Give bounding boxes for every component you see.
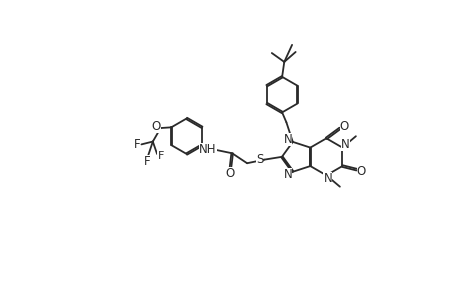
Text: O: O <box>339 121 348 134</box>
Text: F: F <box>134 138 140 151</box>
Text: O: O <box>151 120 160 133</box>
Text: F: F <box>144 155 150 168</box>
Text: F: F <box>157 151 163 161</box>
Text: S: S <box>255 153 263 166</box>
Text: NH: NH <box>199 142 216 155</box>
Text: N: N <box>283 168 291 181</box>
Text: O: O <box>225 167 235 180</box>
Text: N: N <box>283 133 291 146</box>
Text: N: N <box>340 138 349 151</box>
Text: O: O <box>356 164 365 178</box>
Text: N: N <box>323 172 331 185</box>
